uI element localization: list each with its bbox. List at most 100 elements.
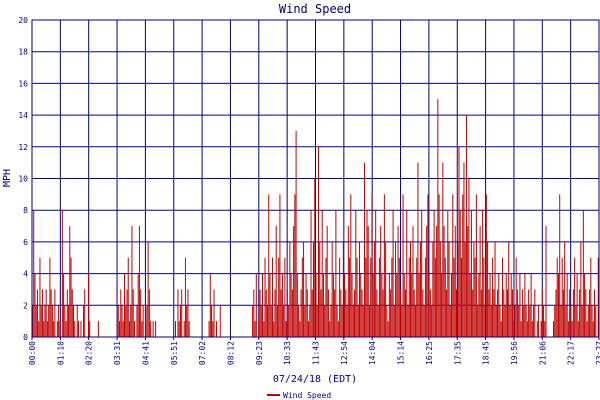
wind-speed-bar bbox=[436, 226, 438, 337]
wind-speed-bar bbox=[89, 321, 91, 337]
wind-speed-bar bbox=[145, 321, 147, 337]
wind-speed-bar bbox=[327, 289, 329, 337]
wind-speed-bar bbox=[337, 321, 339, 337]
wind-speed-bar bbox=[56, 321, 58, 337]
wind-speed-bar bbox=[264, 257, 266, 337]
x-tick-label: 16:25 bbox=[425, 341, 434, 365]
wind-speed-bar bbox=[381, 273, 383, 337]
wind-speed-bar bbox=[433, 210, 435, 337]
wind-speed-bar bbox=[483, 257, 485, 337]
wind-speed-bar bbox=[495, 305, 497, 337]
wind-speed-bar bbox=[502, 257, 503, 337]
wind-speed-bar bbox=[383, 194, 385, 337]
wind-speed-bar bbox=[494, 241, 496, 337]
wind-speed-bar bbox=[289, 241, 291, 337]
wind-speed-bar bbox=[150, 321, 152, 337]
y-tick-label: 2 bbox=[23, 301, 28, 310]
wind-speed-bar bbox=[61, 210, 63, 337]
wind-speed-bar bbox=[565, 305, 567, 337]
wind-speed-bar bbox=[64, 305, 66, 337]
wind-speed-bar bbox=[452, 194, 454, 337]
wind-speed-bar bbox=[560, 305, 562, 337]
wind-speed-bar bbox=[475, 194, 477, 337]
wind-speed-bar bbox=[268, 194, 270, 337]
wind-speed-bar bbox=[428, 273, 430, 337]
wind-speed-bar bbox=[36, 289, 38, 337]
wind-speed-bar bbox=[140, 289, 142, 337]
wind-speed-bar bbox=[504, 305, 506, 337]
wind-speed-bar bbox=[43, 321, 45, 337]
wind-speed-bar bbox=[325, 257, 327, 337]
x-tick-label: 11:43 bbox=[312, 341, 321, 365]
wind-speed-bar bbox=[392, 210, 394, 337]
wind-speed-bar bbox=[53, 321, 55, 337]
wind-speed-bar bbox=[464, 241, 466, 337]
wind-speed-bar bbox=[148, 289, 150, 337]
wind-speed-bar bbox=[473, 241, 475, 337]
wind-speed-bar bbox=[321, 210, 323, 337]
wind-speed-bar bbox=[285, 321, 287, 337]
x-tick-label: 02:20 bbox=[85, 341, 94, 365]
wind-speed-bar bbox=[87, 273, 89, 337]
wind-speed-bar bbox=[320, 289, 322, 337]
wind-speed-bar bbox=[361, 289, 363, 337]
x-tick-label: 05:51 bbox=[170, 341, 179, 365]
wind-speed-bar bbox=[564, 241, 566, 337]
x-tick-label: 04:41 bbox=[141, 341, 150, 365]
wind-speed-bar bbox=[259, 289, 261, 337]
wind-speed-bar bbox=[595, 305, 597, 337]
wind-speed-bar bbox=[125, 305, 127, 337]
wind-speed-bar bbox=[339, 257, 341, 337]
wind-speed-bar bbox=[582, 210, 584, 337]
wind-speed-bar bbox=[212, 321, 214, 337]
wind-speed-bar bbox=[530, 273, 532, 337]
wind-speed-bar bbox=[416, 257, 418, 337]
wind-speed-bar bbox=[66, 289, 68, 337]
wind-speed-bar bbox=[34, 273, 36, 337]
wind-speed-bar bbox=[74, 321, 76, 337]
wind-speed-bar bbox=[523, 305, 525, 337]
wind-speed-bar bbox=[178, 321, 180, 337]
wind-speed-bar bbox=[468, 178, 470, 337]
wind-speed-bar bbox=[423, 305, 425, 337]
wind-speed-bar bbox=[492, 257, 494, 337]
wind-speed-bar bbox=[80, 321, 82, 337]
wind-speed-bar bbox=[342, 241, 344, 337]
wind-speed-bar bbox=[283, 305, 285, 337]
wind-speed-bar bbox=[296, 273, 298, 337]
wind-speed-bar bbox=[299, 321, 301, 337]
wind-speed-bar bbox=[437, 99, 439, 337]
x-tick-label: 12:54 bbox=[340, 341, 349, 365]
wind-speed-bar bbox=[254, 321, 256, 337]
wind-speed-bar bbox=[401, 305, 403, 337]
wind-speed-bar bbox=[405, 289, 407, 337]
wind-speed-bar bbox=[126, 289, 128, 337]
wind-speed-bar bbox=[497, 289, 499, 337]
wind-speed-bar bbox=[373, 241, 375, 337]
wind-speed-bar bbox=[65, 321, 67, 337]
chart-title: Wind Speed bbox=[279, 2, 351, 16]
x-tick-label: 21:06 bbox=[538, 341, 547, 365]
wind-speed-bar bbox=[485, 194, 487, 337]
wind-speed-bar bbox=[270, 305, 272, 337]
wind-speed-bar bbox=[288, 305, 290, 337]
wind-speed-bar bbox=[417, 162, 419, 337]
wind-speed-bar bbox=[293, 226, 295, 337]
wind-speed-bar bbox=[58, 305, 60, 337]
wind-speed-bar bbox=[54, 289, 56, 337]
wind-speed-bar bbox=[219, 305, 221, 337]
x-tick-label: 14:04 bbox=[368, 341, 377, 365]
wind-speed-bar bbox=[574, 257, 576, 337]
wind-speed-bar bbox=[362, 305, 364, 337]
wind-speed-bar bbox=[301, 257, 303, 337]
wind-speed-bar bbox=[446, 289, 448, 337]
wind-speed-bar bbox=[516, 289, 518, 337]
wind-speed-bar bbox=[335, 210, 337, 337]
wind-speed-bar bbox=[349, 257, 351, 337]
wind-speed-bar bbox=[334, 289, 336, 337]
wind-speed-bar bbox=[331, 241, 333, 337]
wind-speed-bar bbox=[562, 289, 564, 337]
y-tick-label: 20 bbox=[18, 16, 28, 25]
x-axis-label: 07/24/18 (EDT) bbox=[273, 374, 357, 385]
wind-speed-bar bbox=[355, 210, 357, 337]
